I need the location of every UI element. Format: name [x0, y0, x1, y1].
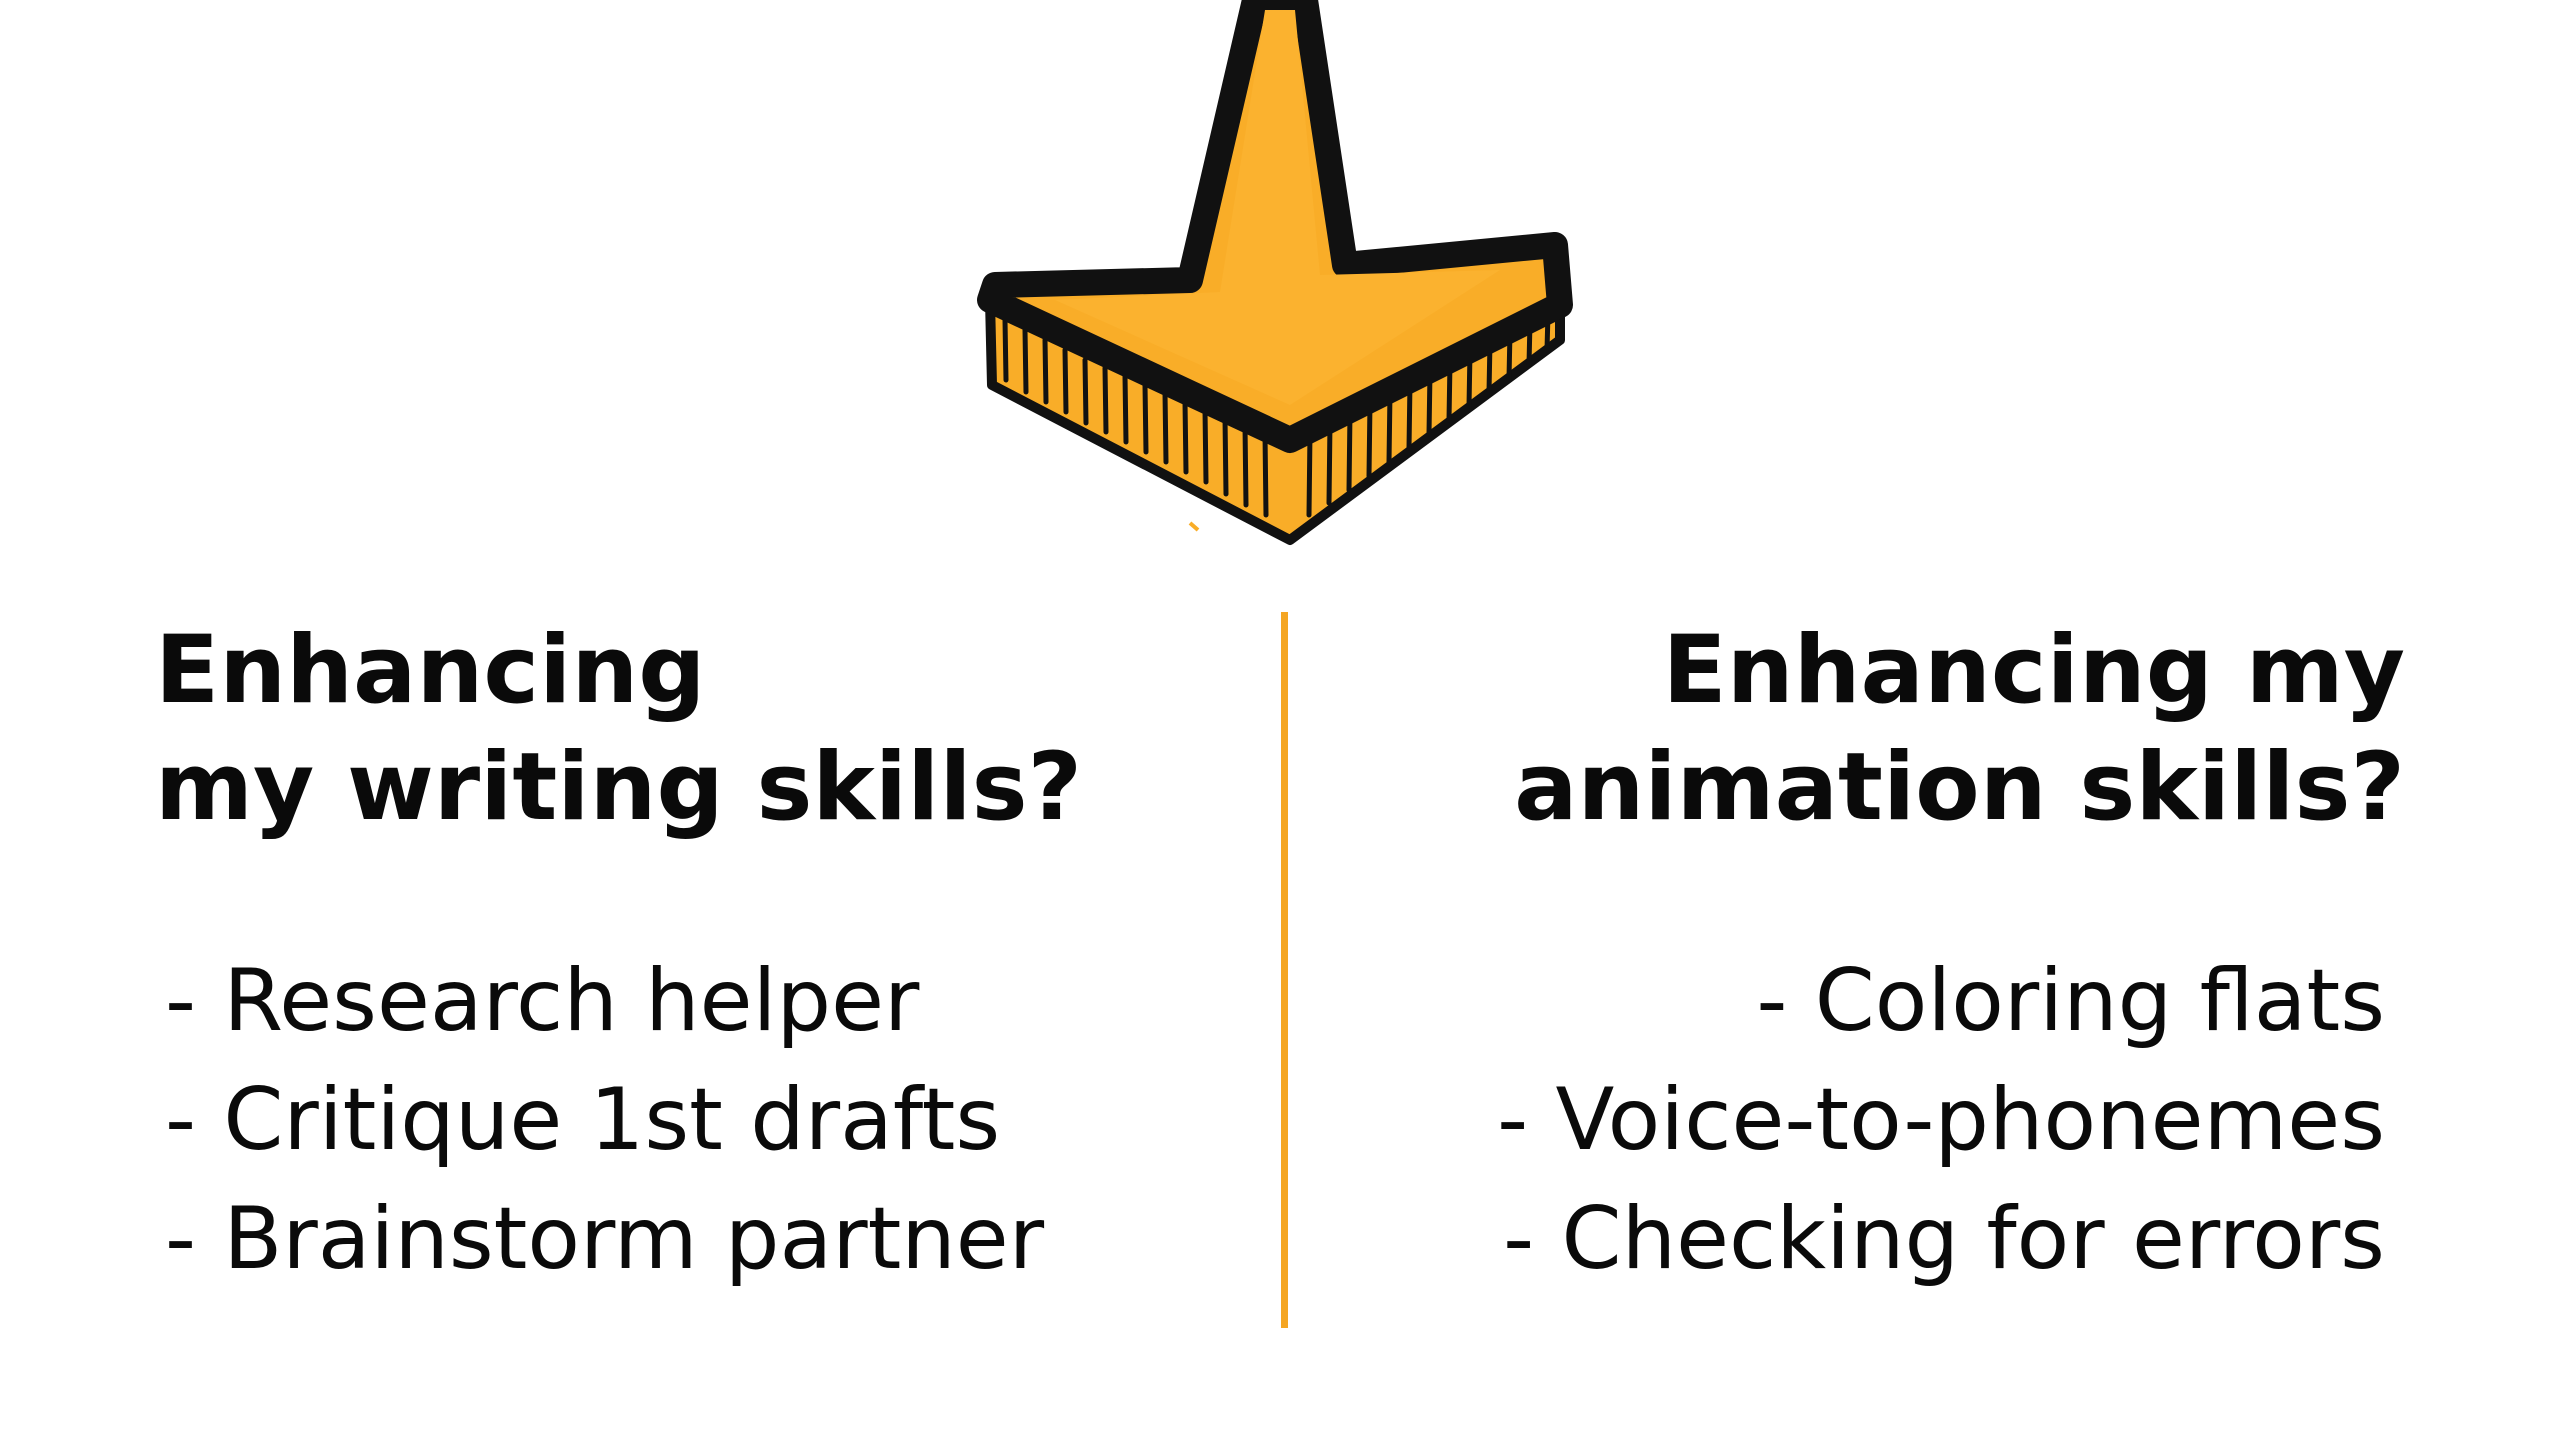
list-item: - Brainstorm partner: [165, 1189, 1045, 1289]
animation-skills-list: - Coloring flats - Voice-to-phonemes - C…: [1305, 942, 2405, 1299]
animation-skills-column: Enhancing my animation skills? - Colorin…: [1305, 612, 2405, 1299]
list-item: - Critique 1st drafts: [165, 1070, 1001, 1170]
vertical-divider: [1281, 612, 1288, 1328]
writing-skills-heading: Enhancing my writing skills?: [155, 616, 1083, 842]
writing-skills-column: Enhancing my writing skills? - Research …: [155, 612, 1255, 1299]
down-arrow-icon: [960, 0, 1600, 560]
writing-skills-list: - Research helper - Critique 1st drafts …: [155, 942, 1255, 1299]
list-item: - Checking for errors: [1503, 1189, 2385, 1289]
list-item: - Coloring flats: [1756, 951, 2385, 1051]
list-item: - Research helper: [165, 951, 920, 1051]
list-item: - Voice-to-phonemes: [1497, 1070, 2385, 1170]
animation-skills-heading: Enhancing my animation skills?: [1514, 616, 2405, 842]
